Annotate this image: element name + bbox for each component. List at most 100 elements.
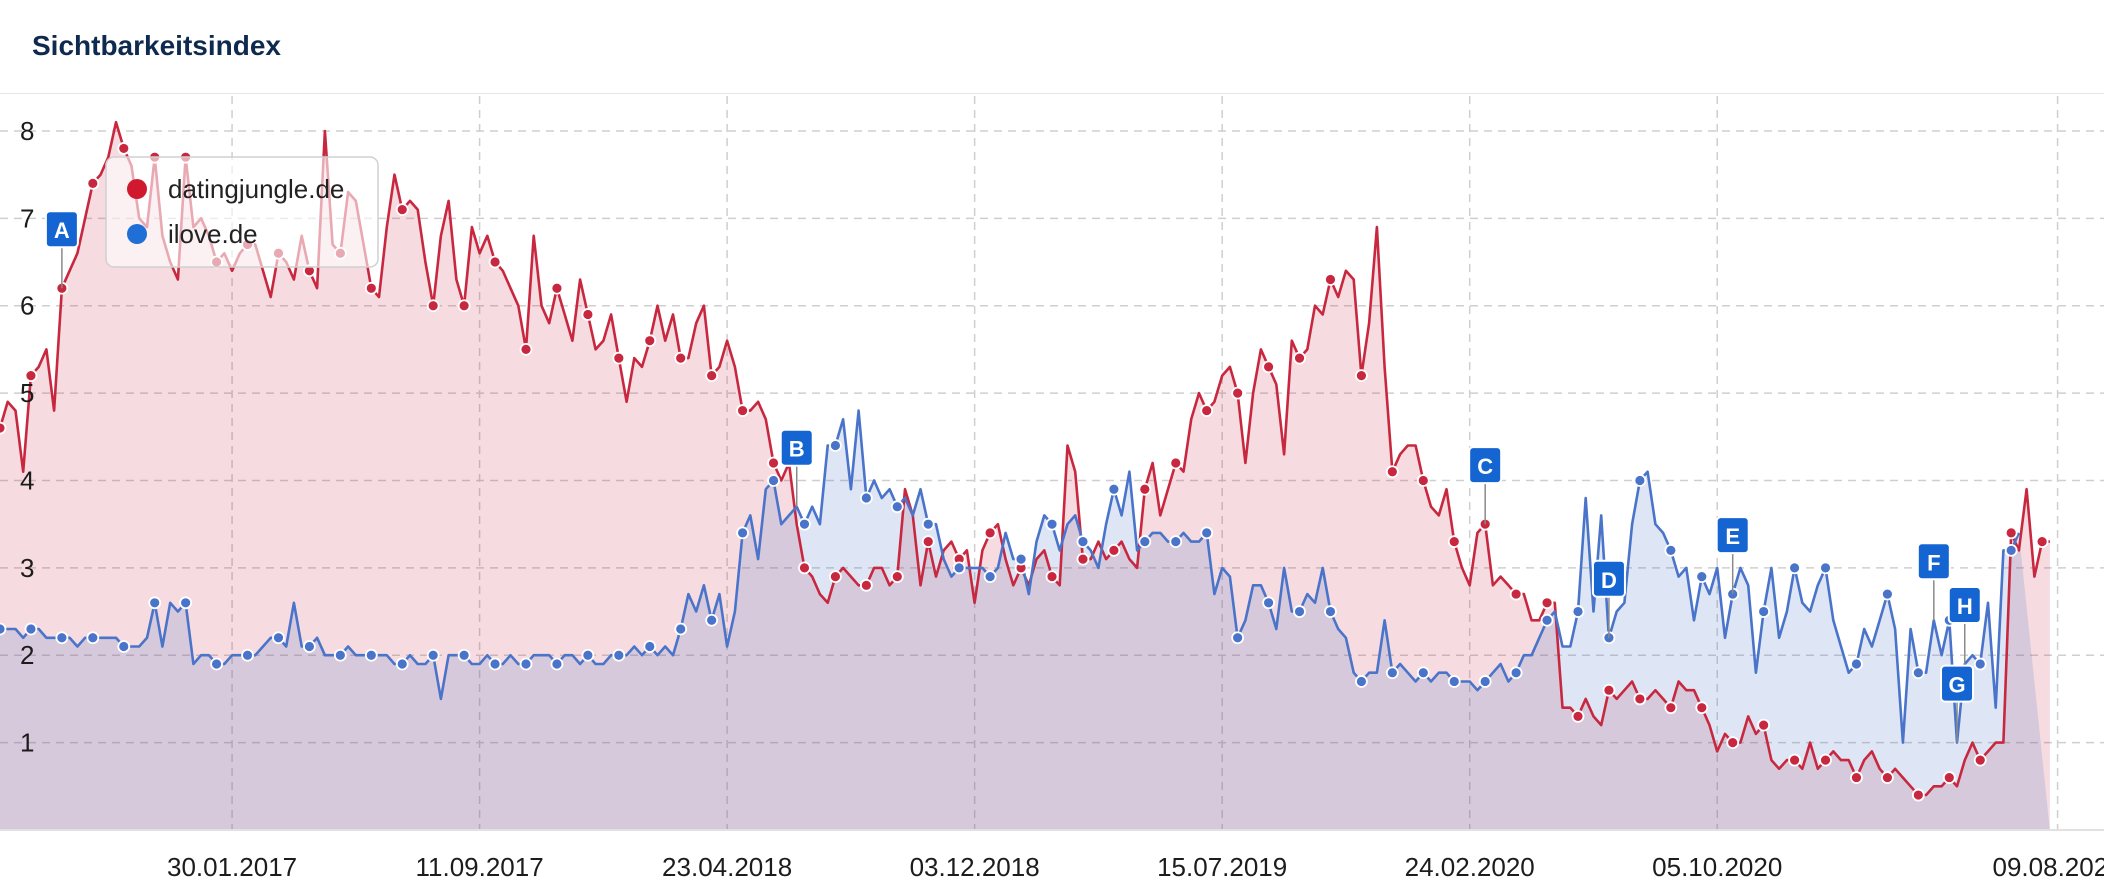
point-ilove[interactable] bbox=[1385, 666, 1399, 680]
event-marker-b[interactable]: B bbox=[779, 428, 814, 467]
point-datingjungle[interactable] bbox=[1107, 543, 1121, 557]
point-ilove[interactable] bbox=[457, 648, 471, 662]
point-datingjungle[interactable] bbox=[1231, 386, 1245, 400]
point-datingjungle[interactable] bbox=[1973, 753, 1987, 767]
point-datingjungle[interactable] bbox=[2004, 526, 2018, 540]
point-datingjungle[interactable] bbox=[859, 578, 873, 592]
event-marker-a[interactable]: A bbox=[44, 210, 79, 249]
point-ilove[interactable] bbox=[859, 491, 873, 505]
point-ilove[interactable] bbox=[1200, 526, 1214, 540]
point-ilove[interactable] bbox=[2004, 543, 2018, 557]
point-ilove[interactable] bbox=[1138, 535, 1152, 549]
point-ilove[interactable] bbox=[148, 596, 162, 610]
point-datingjungle[interactable] bbox=[0, 421, 7, 435]
marker-badge[interactable] bbox=[1916, 542, 1951, 581]
point-datingjungle[interactable] bbox=[1076, 552, 1090, 566]
point-ilove[interactable] bbox=[705, 613, 719, 627]
marker-badge[interactable] bbox=[1947, 585, 1982, 624]
point-datingjungle[interactable] bbox=[1540, 596, 1554, 610]
point-datingjungle[interactable] bbox=[24, 369, 38, 383]
point-datingjungle[interactable] bbox=[364, 281, 378, 295]
point-datingjungle[interactable] bbox=[1602, 683, 1616, 697]
event-marker-c[interactable]: C bbox=[1468, 446, 1503, 485]
point-ilove[interactable] bbox=[55, 631, 69, 645]
point-ilove[interactable] bbox=[24, 622, 38, 636]
event-marker-h[interactable]: H bbox=[1947, 585, 1982, 624]
point-datingjungle[interactable] bbox=[1633, 692, 1647, 706]
point-ilove[interactable] bbox=[395, 657, 409, 671]
point-ilove[interactable] bbox=[1788, 561, 1801, 575]
point-datingjungle[interactable] bbox=[1819, 753, 1832, 767]
point-datingjungle[interactable] bbox=[921, 535, 935, 549]
point-ilove[interactable] bbox=[303, 640, 316, 653]
point-ilove[interactable] bbox=[488, 657, 502, 671]
point-datingjungle[interactable] bbox=[643, 334, 657, 348]
point-datingjungle[interactable] bbox=[1726, 736, 1740, 750]
point-ilove[interactable] bbox=[1540, 613, 1554, 627]
point-ilove[interactable] bbox=[1819, 561, 1832, 575]
point-ilove[interactable] bbox=[1293, 605, 1306, 618]
point-datingjungle[interactable] bbox=[488, 255, 502, 269]
point-ilove[interactable] bbox=[117, 640, 131, 653]
point-ilove[interactable] bbox=[829, 439, 842, 452]
point-datingjungle[interactable] bbox=[1355, 369, 1368, 383]
point-datingjungle[interactable] bbox=[1664, 701, 1678, 715]
point-datingjungle[interactable] bbox=[674, 351, 688, 365]
point-ilove[interactable] bbox=[86, 631, 100, 645]
point-datingjungle[interactable] bbox=[426, 299, 440, 313]
point-ilove[interactable] bbox=[798, 517, 811, 531]
point-datingjungle[interactable] bbox=[581, 308, 595, 321]
point-datingjungle[interactable] bbox=[705, 369, 719, 383]
point-ilove[interactable] bbox=[1355, 675, 1368, 688]
point-datingjungle[interactable] bbox=[1911, 788, 1925, 802]
point-ilove[interactable] bbox=[983, 570, 997, 583]
point-datingjungle[interactable] bbox=[1045, 570, 1059, 583]
point-ilove[interactable] bbox=[0, 622, 7, 636]
point-ilove[interactable] bbox=[1324, 605, 1337, 618]
point-ilove[interactable] bbox=[179, 596, 193, 610]
event-marker-f[interactable]: F bbox=[1916, 542, 1951, 581]
point-ilove[interactable] bbox=[1757, 605, 1771, 618]
point-datingjungle[interactable] bbox=[1324, 273, 1337, 286]
point-datingjungle[interactable] bbox=[1881, 771, 1894, 784]
point-datingjungle[interactable] bbox=[457, 299, 471, 313]
point-datingjungle[interactable] bbox=[1200, 404, 1214, 417]
point-ilove[interactable] bbox=[272, 631, 285, 645]
point-ilove[interactable] bbox=[426, 648, 440, 662]
point-ilove[interactable] bbox=[519, 657, 533, 671]
marker-badge[interactable] bbox=[1715, 516, 1750, 555]
point-ilove[interactable] bbox=[1509, 666, 1523, 680]
point-ilove[interactable] bbox=[1231, 631, 1245, 645]
point-ilove[interactable] bbox=[333, 648, 347, 662]
point-datingjungle[interactable] bbox=[1788, 753, 1801, 767]
point-datingjungle[interactable] bbox=[1571, 710, 1585, 723]
point-datingjungle[interactable] bbox=[395, 203, 409, 216]
point-datingjungle[interactable] bbox=[890, 570, 904, 583]
point-ilove[interactable] bbox=[364, 648, 378, 662]
point-ilove[interactable] bbox=[210, 657, 223, 671]
legend-label-datingjungle[interactable]: datingjungle.de bbox=[168, 174, 344, 204]
point-ilove[interactable] bbox=[767, 474, 780, 487]
point-ilove[interactable] bbox=[736, 526, 749, 540]
event-marker-e[interactable]: E bbox=[1715, 516, 1750, 555]
event-marker-d[interactable]: D bbox=[1591, 559, 1626, 598]
point-datingjungle[interactable] bbox=[1509, 587, 1523, 601]
marker-badge[interactable] bbox=[1940, 664, 1975, 703]
point-datingjungle[interactable] bbox=[2035, 535, 2049, 549]
point-datingjungle[interactable] bbox=[519, 343, 533, 356]
point-datingjungle[interactable] bbox=[1757, 718, 1771, 732]
point-ilove[interactable] bbox=[1911, 666, 1925, 680]
point-ilove[interactable] bbox=[643, 640, 657, 653]
point-datingjungle[interactable] bbox=[1942, 771, 1956, 784]
point-ilove[interactable] bbox=[952, 561, 966, 575]
point-datingjungle[interactable] bbox=[1293, 351, 1306, 365]
point-ilove[interactable] bbox=[1571, 605, 1585, 618]
point-ilove[interactable] bbox=[674, 622, 688, 636]
point-datingjungle[interactable] bbox=[1138, 482, 1152, 496]
point-datingjungle[interactable] bbox=[1850, 771, 1863, 784]
point-datingjungle[interactable] bbox=[1169, 456, 1183, 470]
point-ilove[interactable] bbox=[1478, 675, 1492, 688]
point-ilove[interactable] bbox=[1850, 657, 1863, 671]
point-ilove[interactable] bbox=[550, 657, 564, 671]
point-datingjungle[interactable] bbox=[1447, 535, 1461, 549]
